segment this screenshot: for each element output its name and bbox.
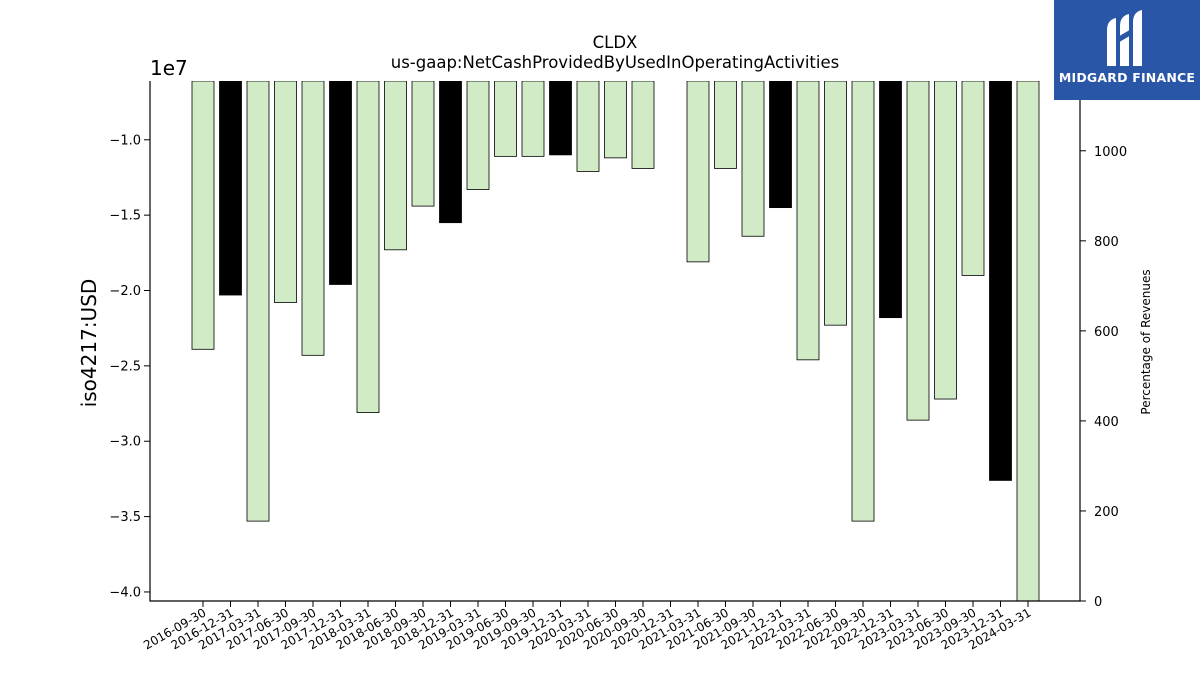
bar-2016-12-31 xyxy=(219,81,242,296)
midgard-finance-logo: MIDGARD FINANCE xyxy=(1054,0,1200,100)
bar-2020-09-30 xyxy=(631,81,655,169)
bar-2023-03-31 xyxy=(906,81,930,421)
bar-2022-03-31 xyxy=(796,81,820,361)
y-axis-label: iso4217:USD xyxy=(77,279,101,408)
bar-2017-03-31 xyxy=(246,81,270,522)
y-tick-label: −3.5 xyxy=(109,510,141,525)
bar-2018-09-30 xyxy=(411,81,435,207)
y-tick-label: −1.5 xyxy=(109,209,141,224)
bar-2020-06-30 xyxy=(604,81,627,159)
bar-2018-12-31 xyxy=(439,81,462,224)
bar-2021-03-31 xyxy=(686,81,710,263)
bar-2023-09-30 xyxy=(961,81,985,276)
bar-2021-12-31 xyxy=(769,81,792,209)
bar-2017-09-30 xyxy=(301,81,325,356)
y2-tick-label: 800 xyxy=(1094,235,1119,250)
bar-2023-12-31 xyxy=(989,81,1012,481)
bar-2019-06-30 xyxy=(494,81,517,157)
bar-2018-06-30 xyxy=(384,81,407,251)
bar-2019-03-31 xyxy=(466,81,490,190)
chart-title: CLDX xyxy=(593,33,638,52)
bar-2021-09-30 xyxy=(741,81,765,237)
y-tick-label: −2.5 xyxy=(109,359,141,374)
y2-tick-label: 400 xyxy=(1094,415,1119,430)
bar-2022-09-30 xyxy=(851,81,875,522)
chart-subtitle: us-gaap:NetCashProvidedByUsedInOperating… xyxy=(391,53,839,72)
y2-tick-label: 1000 xyxy=(1094,145,1127,160)
y-tick-label: −2.0 xyxy=(109,284,141,299)
bar-2018-03-31 xyxy=(356,81,380,413)
y2-tick-label: 200 xyxy=(1094,505,1119,520)
bar-2017-12-31 xyxy=(329,81,352,285)
bar-2022-12-31 xyxy=(879,81,902,319)
y-tick-label: −4.0 xyxy=(109,585,141,600)
bar-2024-03-31 xyxy=(1016,81,1040,601)
bar-2019-09-30 xyxy=(521,81,545,157)
y-tick-label: −3.0 xyxy=(109,435,141,450)
bar-2021-06-30 xyxy=(714,81,737,169)
bar-2016-09-30 xyxy=(191,81,215,350)
y2-tick-label: 0 xyxy=(1094,595,1102,610)
midgard-m-logo-icon xyxy=(1107,10,1142,66)
bar-2022-06-30 xyxy=(824,81,847,326)
bar-2020-03-31 xyxy=(576,81,600,172)
bar-2019-12-31 xyxy=(549,81,572,156)
y-tick-label: −1.0 xyxy=(109,133,141,148)
brand-name: MIDGARD FINANCE xyxy=(1058,70,1196,85)
y2-axis-label: Percentage of Revenues xyxy=(1139,269,1153,414)
y-offset-label: 1e7 xyxy=(150,56,188,80)
bar-2017-06-30 xyxy=(274,81,297,303)
y2-tick-label: 600 xyxy=(1094,325,1119,340)
bars-group xyxy=(191,81,1040,601)
bar-2023-06-30 xyxy=(934,81,957,400)
